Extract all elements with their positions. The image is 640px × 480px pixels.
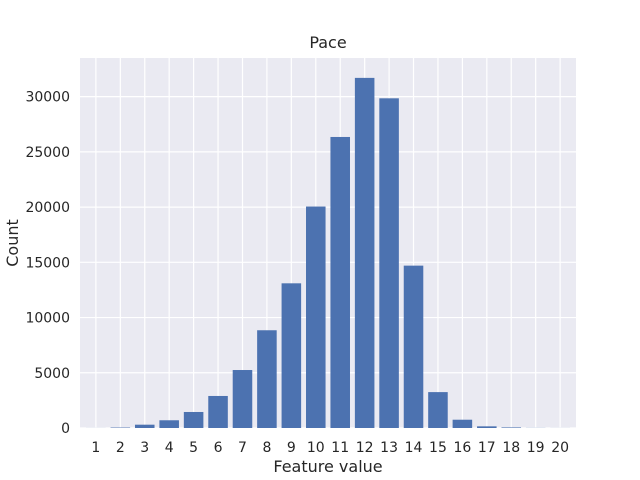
- bar: [501, 427, 522, 428]
- x-tick-label: 13: [380, 440, 398, 456]
- x-tick-label: 19: [527, 440, 545, 456]
- x-tick-label: 16: [453, 440, 471, 456]
- plot-area: [80, 58, 576, 428]
- y-tick-label: 20000: [25, 200, 70, 216]
- y-tick-label: 15000: [25, 255, 70, 271]
- bar: [281, 283, 302, 428]
- bar: [428, 392, 448, 428]
- bar: [183, 411, 204, 428]
- x-tick-label: 10: [307, 440, 325, 456]
- bar: [330, 136, 350, 428]
- bar: [159, 420, 179, 428]
- y-tick-label: 30000: [25, 90, 70, 106]
- x-axis-label: Feature value: [273, 457, 382, 476]
- x-tick-label: 12: [356, 440, 374, 456]
- x-tick-label: 3: [140, 440, 149, 456]
- x-tick-label: 11: [331, 440, 349, 456]
- y-tick-label: 0: [61, 421, 70, 437]
- x-tick-labels: 1 2 3 4 5 6 7 8 9 10 11 12 13 14 15 16 17 18 19 20: [91, 440, 569, 456]
- bar: [379, 98, 399, 429]
- x-tick-label: 5: [189, 440, 198, 456]
- bars: [86, 77, 570, 429]
- x-tick-label: 14: [405, 440, 423, 456]
- bar: [403, 265, 424, 428]
- y-axis-label: Count: [3, 219, 22, 267]
- x-tick-label: 18: [502, 440, 520, 456]
- chart-title: Pace: [309, 33, 346, 52]
- y-tick-label: 5000: [34, 366, 70, 382]
- x-tick-label: 17: [478, 440, 496, 456]
- bar: [257, 330, 277, 428]
- y-tick-label: 25000: [25, 145, 70, 161]
- x-tick-label: 2: [116, 440, 125, 456]
- x-tick-label: 8: [262, 440, 271, 456]
- x-tick-label: 15: [429, 440, 447, 456]
- x-tick-label: 1: [91, 440, 100, 456]
- x-tick-label: 20: [551, 440, 569, 456]
- y-tick-labels: 0 5000 10000 15000 20000 25000 30000: [25, 90, 70, 437]
- bar: [208, 395, 228, 428]
- x-tick-label: 6: [214, 440, 223, 456]
- bar: [354, 77, 375, 428]
- x-tick-label: 9: [287, 440, 296, 456]
- bar: [477, 426, 497, 428]
- bar: [306, 206, 326, 428]
- x-tick-label: 7: [238, 440, 247, 456]
- bar: [452, 419, 473, 428]
- bar: [232, 370, 253, 428]
- y-tick-label: 10000: [25, 311, 70, 327]
- bar: [134, 424, 155, 428]
- x-tick-label: 4: [165, 440, 174, 456]
